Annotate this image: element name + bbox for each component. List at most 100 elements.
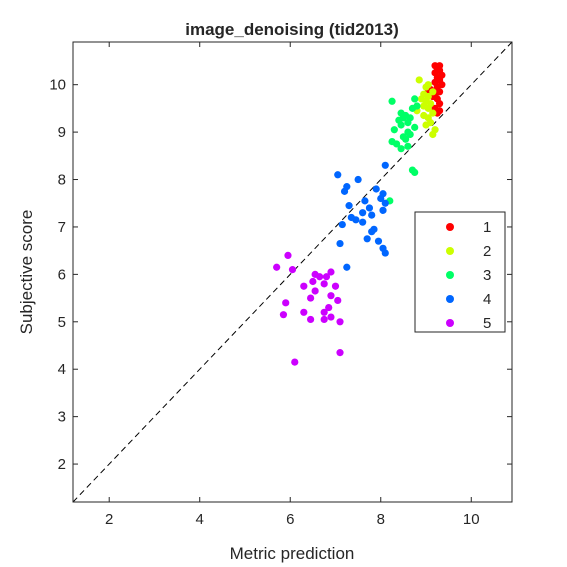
data-point-series-4 — [352, 216, 360, 224]
data-point-series-4 — [374, 237, 383, 245]
data-point-series-4 — [361, 197, 369, 205]
plot-frame — [72, 41, 513, 503]
data-point-series-3 — [404, 142, 412, 150]
y-tick-label: 2 — [58, 456, 66, 473]
chart-title: image_denoising (tid2013) — [185, 20, 399, 39]
y-tick-label: 6 — [58, 266, 66, 283]
data-point-series-3 — [404, 119, 412, 127]
data-point-series-4 — [368, 228, 376, 236]
legend-marker-1 — [446, 223, 454, 231]
data-point-series-4 — [359, 218, 367, 226]
data-point-series-5 — [307, 294, 315, 302]
data-point-series-3 — [397, 145, 405, 153]
data-point-series-1 — [435, 100, 444, 108]
data-points — [273, 62, 446, 366]
legend-label-5: 5 — [483, 315, 491, 332]
data-point-series-5 — [327, 268, 335, 276]
y-tick-label: 3 — [58, 409, 66, 426]
data-point-series-5 — [284, 251, 292, 260]
data-point-series-5 — [311, 287, 319, 295]
y-tick-label: 7 — [58, 219, 66, 236]
y-tick-label: 5 — [58, 314, 66, 331]
data-point-series-5 — [307, 315, 315, 324]
data-point-series-4 — [338, 220, 346, 229]
data-point-series-3 — [402, 135, 410, 143]
data-point-series-2 — [422, 83, 430, 91]
y-tick-label: 4 — [58, 361, 66, 378]
x-tick-label: 2 — [105, 511, 113, 528]
legend: 1 2 3 4 5 — [414, 211, 506, 333]
data-point-series-5 — [291, 358, 299, 366]
data-point-series-5 — [327, 292, 335, 300]
data-point-series-5 — [320, 280, 328, 288]
data-point-series-3 — [411, 168, 419, 177]
x-tick-label: 4 — [196, 511, 204, 528]
data-point-series-2 — [429, 109, 437, 117]
legend-label-4: 4 — [483, 291, 491, 308]
data-point-series-4 — [365, 204, 374, 212]
identity-line — [72, 41, 513, 503]
data-point-series-3 — [408, 104, 417, 112]
data-point-series-5 — [282, 299, 290, 307]
data-point-series-4 — [368, 211, 376, 219]
data-point-series-5 — [316, 273, 324, 281]
data-point-series-2 — [429, 88, 437, 96]
data-point-series-4 — [381, 199, 389, 207]
legend-marker-2 — [446, 247, 454, 255]
legend-label-3: 3 — [483, 267, 491, 284]
data-point-series-5 — [331, 282, 340, 290]
data-point-series-3 — [406, 130, 414, 139]
data-point-series-5 — [273, 263, 281, 271]
data-point-series-3 — [388, 137, 396, 146]
data-point-series-5 — [300, 282, 308, 290]
y-axis-label: Subjective score — [17, 210, 36, 335]
data-point-series-5 — [309, 277, 317, 286]
data-point-series-4 — [381, 161, 389, 169]
data-point-series-4 — [340, 187, 349, 195]
data-point-series-4 — [372, 185, 380, 193]
y-tick-label: 9 — [58, 124, 66, 141]
legend-box — [414, 211, 506, 333]
data-point-series-2 — [429, 130, 437, 139]
data-point-series-4 — [377, 194, 385, 203]
legend-label-2: 2 — [483, 243, 491, 260]
x-axis-label: Metric prediction — [230, 544, 355, 563]
data-point-series-5 — [300, 308, 308, 316]
data-point-series-3 — [397, 121, 405, 129]
data-point-series-4 — [381, 249, 389, 257]
y-tick-label: 8 — [58, 172, 66, 189]
x-tick-label: 8 — [377, 511, 385, 528]
data-point-series-2 — [422, 121, 430, 129]
data-point-series-3 — [411, 123, 419, 131]
data-point-series-5 — [336, 349, 344, 357]
data-point-series-4 — [345, 202, 353, 210]
data-point-series-5 — [279, 311, 288, 319]
data-point-series-5 — [288, 266, 297, 274]
data-point-series-5 — [327, 313, 335, 321]
data-point-series-4 — [363, 235, 371, 243]
data-point-series-4 — [354, 175, 362, 184]
data-point-series-5 — [325, 303, 333, 312]
data-point-series-4 — [359, 209, 367, 217]
data-point-series-4 — [343, 263, 351, 271]
y-tick-label: 10 — [49, 77, 66, 94]
x-tick-label: 6 — [286, 511, 294, 528]
data-point-series-3 — [388, 97, 396, 105]
legend-label-1: 1 — [483, 219, 491, 236]
data-point-series-5 — [334, 296, 342, 305]
x-tick-label: 10 — [463, 511, 480, 528]
axis-ticks: 2 4 6 8 10 2 3 4 5 6 7 8 9 10 — [49, 42, 512, 528]
data-point-series-5 — [322, 273, 331, 281]
legend-marker-4 — [446, 295, 454, 303]
data-point-series-5 — [336, 318, 344, 326]
legend-marker-3 — [446, 271, 454, 279]
data-point-series-2 — [420, 111, 428, 120]
data-point-series-2 — [415, 76, 423, 84]
data-point-series-4 — [334, 171, 342, 179]
data-point-series-3 — [411, 95, 419, 103]
data-point-series-2 — [424, 104, 432, 112]
data-point-series-5 — [320, 315, 328, 324]
data-point-series-4 — [336, 239, 344, 248]
data-point-series-5 — [320, 308, 328, 316]
